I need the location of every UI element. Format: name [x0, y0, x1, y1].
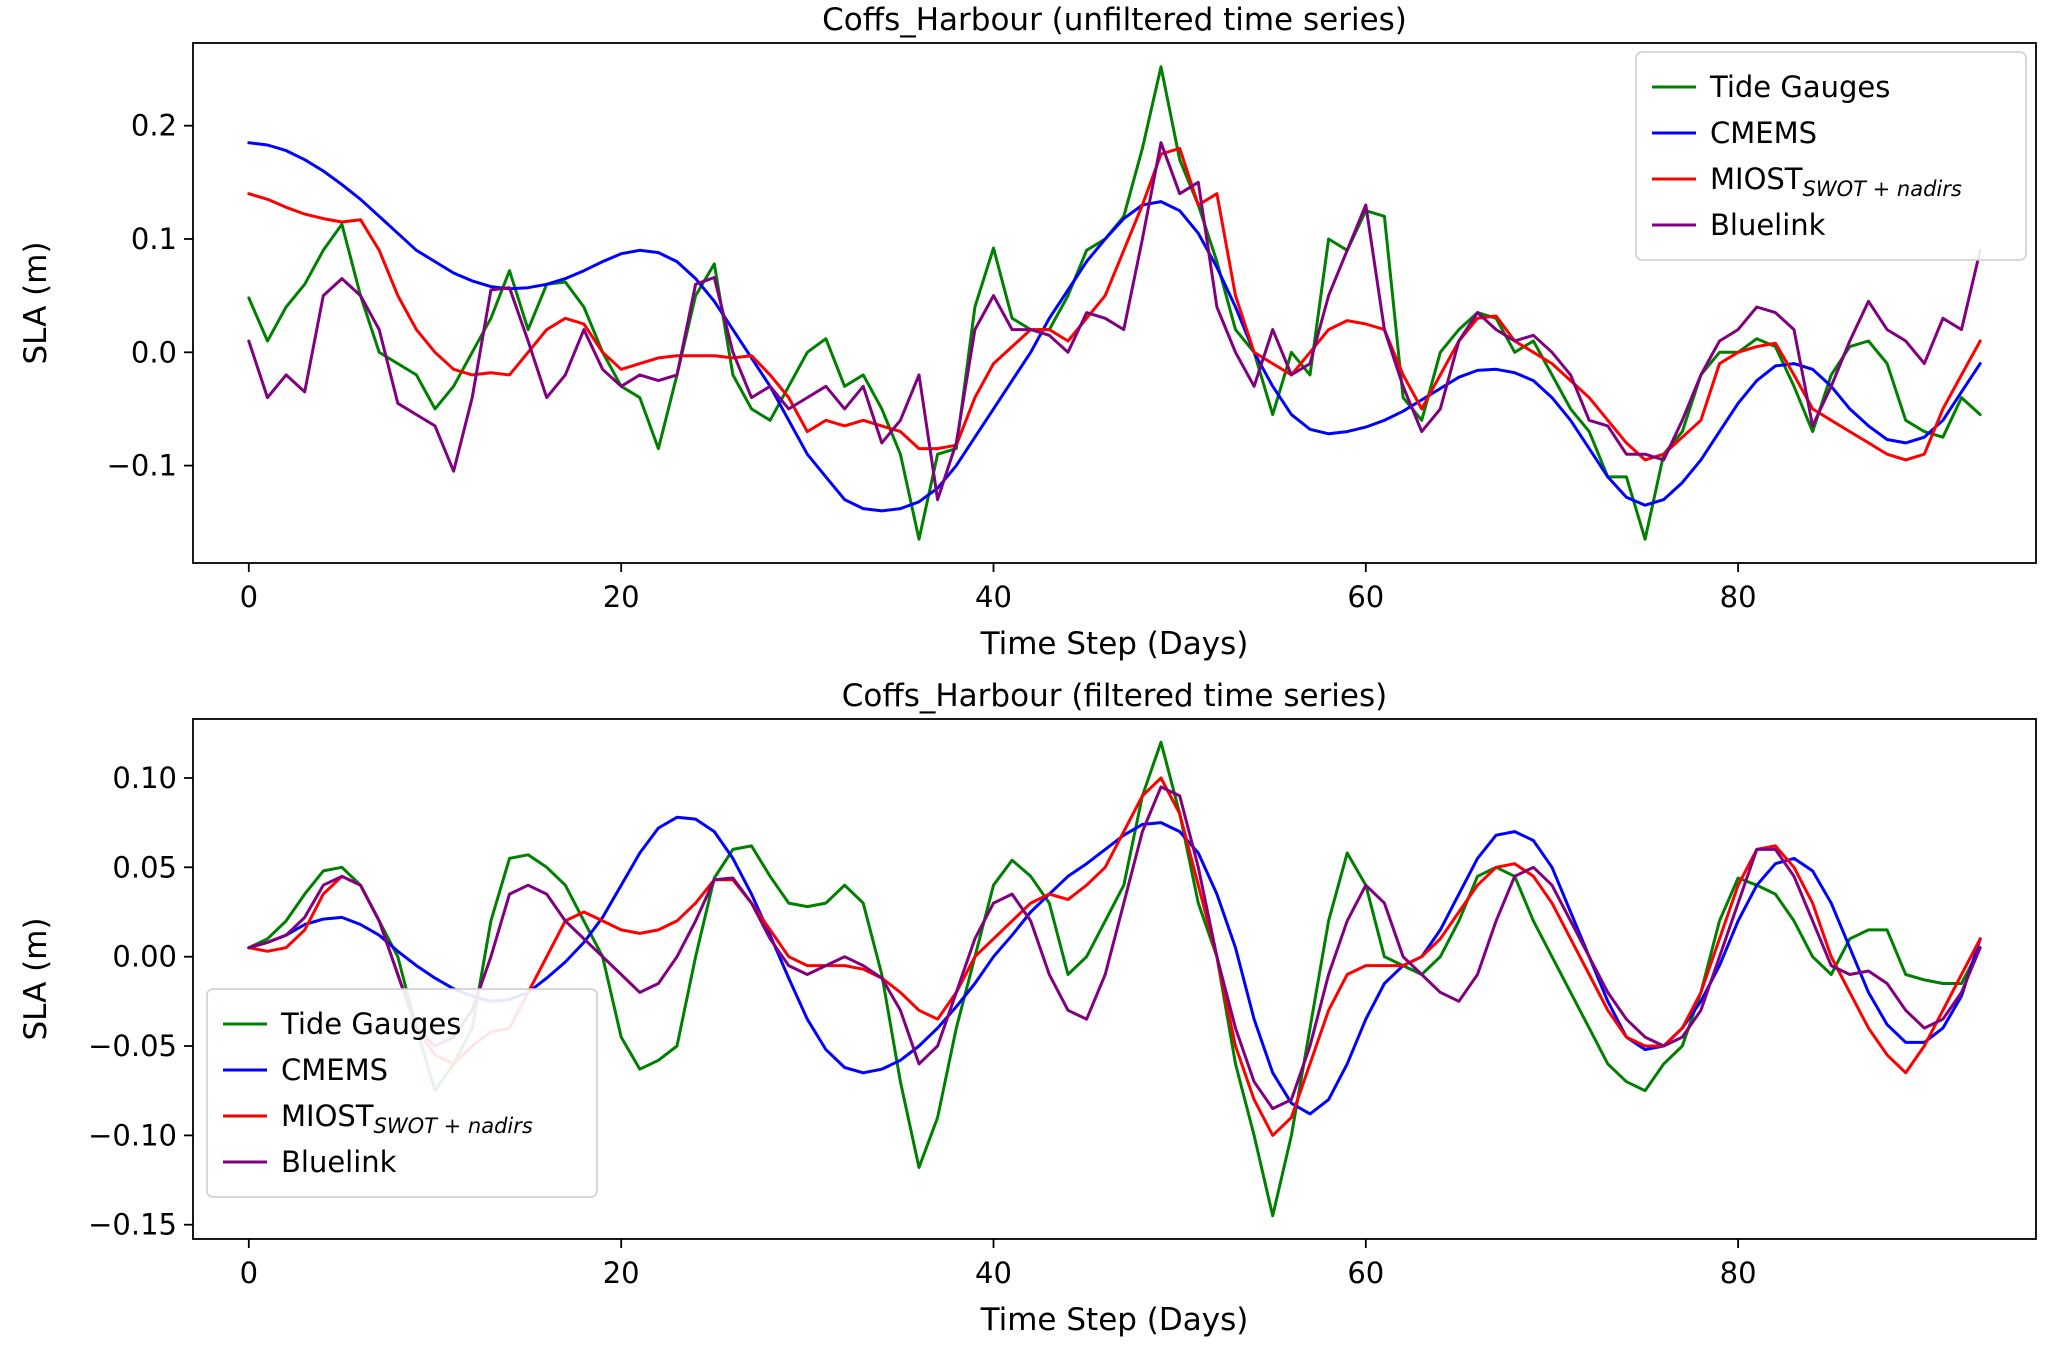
y-tick-label: −0.10 — [90, 1118, 177, 1152]
y-tick-label: 0.10 — [112, 761, 177, 795]
x-tick-label: 20 — [603, 1256, 640, 1290]
series-line-bluelink — [247, 785, 1982, 1111]
unfiltered-canvas: 0 20 40 60 80 0.2 0.1 0.0 −0.1 Tide Gauges CMEMS MI… — [107, 42, 2037, 614]
x-tick-label: 80 — [1720, 1256, 1757, 1290]
x-tick-label: 40 — [975, 580, 1012, 614]
legend-label-bluelink: Bluelink — [281, 1145, 397, 1179]
unfiltered-plot-area: 0 20 40 60 80 0.2 0.1 0.0 −0.1 Tide Gauges CMEMS MI… — [90, 38, 2050, 628]
filtered-y-axis-label: SLA (m) — [18, 917, 54, 1041]
x-tick-label: 60 — [1347, 580, 1384, 614]
series-line-tide-gauges — [247, 740, 1982, 1218]
legend-label-tide-gauges: Tide Gauges — [280, 1007, 461, 1041]
series-line-miost — [247, 146, 1982, 462]
y-tick-label: 0.2 — [131, 109, 177, 143]
y-tick-label: −0.05 — [90, 1029, 177, 1063]
legend-label-cmems: CMEMS — [281, 1053, 388, 1087]
filtered-canvas: 0 20 40 60 80 0.10 0.05 0.00 −0.05 −0.10 −0.15 Tide… — [88, 718, 2037, 1290]
legend: Tide Gauges CMEMS MIOSTSWOT + nadirs Blueli… — [1635, 51, 2027, 261]
unfiltered-chart-title: Coffs_Harbour (unfiltered time series) — [822, 2, 1407, 38]
x-tick-label: 80 — [1720, 580, 1757, 614]
x-tick-label: 40 — [975, 1256, 1012, 1290]
y-tick-label: −0.1 — [107, 449, 177, 483]
y-tick-label: 0.0 — [131, 335, 177, 369]
series-line-bluelink — [247, 141, 1982, 502]
filtered-chart-title: Coffs_Harbour (filtered time series) — [841, 678, 1388, 714]
y-tick-label: 0.1 — [131, 222, 177, 256]
legend-box — [1635, 51, 2027, 261]
x-tick-label: 0 — [240, 580, 258, 614]
x-tick-label: 20 — [603, 580, 640, 614]
series-line-miost — [247, 776, 1982, 1137]
legend-label-bluelink: Bluelink — [1710, 208, 1826, 242]
legend-label-tide-gauges: Tide Gauges — [1709, 70, 1890, 104]
unfiltered-y-axis-label: SLA (m) — [18, 241, 54, 365]
y-tick-label: −0.15 — [90, 1208, 177, 1242]
y-tick-label: 0.05 — [112, 850, 177, 884]
filtered-figure: Coffs_Harbour (filtered time series) SLA… — [0, 676, 2067, 1352]
x-tick-label: 60 — [1347, 1256, 1384, 1290]
legend-label-cmems: CMEMS — [1710, 116, 1817, 150]
legend-box — [206, 988, 598, 1198]
legend-label-miost: MIOSTSWOT + nadirs — [1710, 162, 1962, 201]
unfiltered-x-axis-label: Time Step (Days) — [980, 626, 1249, 662]
filtered-x-axis-label: Time Step (Days) — [980, 1302, 1249, 1338]
x-tick-label: 0 — [240, 1256, 258, 1290]
filtered-plot-area: 0 20 40 60 80 0.10 0.05 0.00 −0.05 −0.10 −0.15 Tide… — [88, 714, 2050, 1304]
legend-label-miost: MIOSTSWOT + nadirs — [281, 1099, 533, 1138]
unfiltered-figure: Coffs_Harbour (unfiltered time series) S… — [18, 2, 2050, 662]
series-line-cmems — [247, 141, 1982, 513]
legend: Tide Gauges CMEMS MIOSTSWOT + nadirs Blueli… — [206, 988, 598, 1198]
series-line-cmems — [247, 815, 1982, 1116]
y-tick-label: 0.00 — [112, 940, 177, 974]
